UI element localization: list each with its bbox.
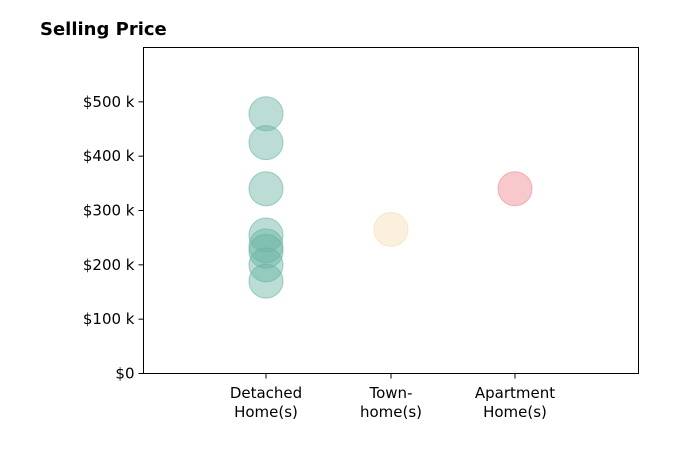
x-tick-label: Apartment xyxy=(475,384,555,402)
y-tick-label: $400 k xyxy=(83,147,135,165)
data-point xyxy=(248,263,284,299)
data-point xyxy=(248,171,284,207)
data-point xyxy=(373,212,409,248)
x-tick-label: Detached xyxy=(230,384,302,402)
y-tick-label: $200 k xyxy=(83,256,135,274)
data-point xyxy=(248,247,284,283)
y-tick-label: $0 xyxy=(115,365,134,383)
y-axis: $0 $100 k $200 k $300 k $400 k $500 k xyxy=(83,93,144,383)
x-axis: DetachedHome(s)Town-home(s)ApartmentHome… xyxy=(230,373,555,421)
data-point xyxy=(248,217,284,253)
chart-title: Selling Price xyxy=(40,19,167,40)
x-tick-label: home(s) xyxy=(360,403,422,421)
y-tick-label: $100 k xyxy=(83,310,135,328)
data-point xyxy=(248,233,284,269)
y-tick-label: $500 k xyxy=(83,93,135,111)
x-tick-label: Home(s) xyxy=(483,403,547,421)
y-tick-label: $300 k xyxy=(83,202,135,220)
x-tick-label: Home(s) xyxy=(234,403,298,421)
data-point xyxy=(248,228,284,264)
data-point xyxy=(497,171,533,207)
data-point xyxy=(248,125,284,161)
x-tick-label: Town- xyxy=(369,384,413,402)
plot-frame xyxy=(143,47,639,374)
data-point xyxy=(248,96,284,132)
data-points xyxy=(248,96,533,299)
